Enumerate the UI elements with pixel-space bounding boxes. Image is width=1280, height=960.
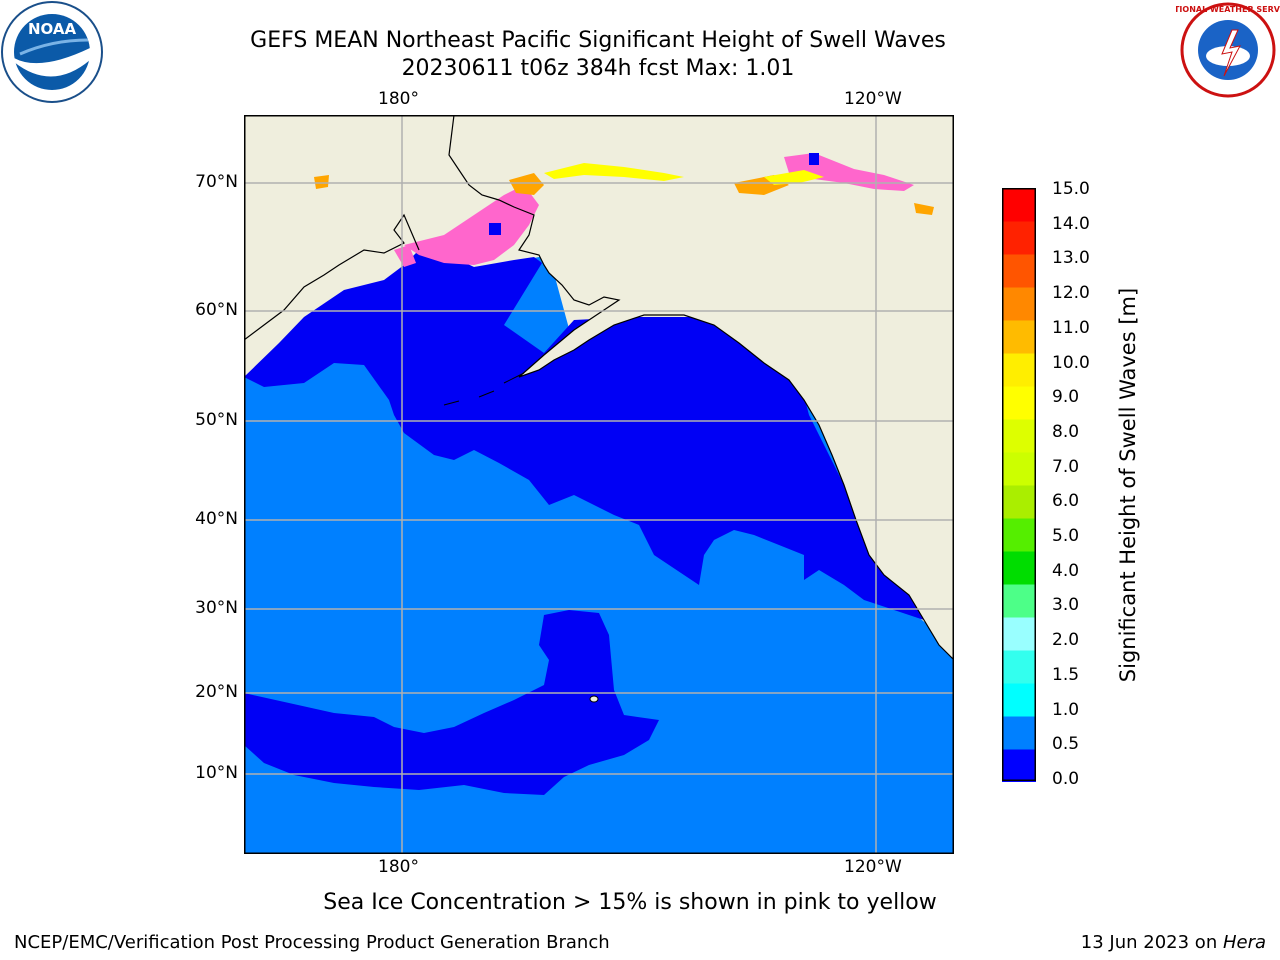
colorbar-segment	[1002, 452, 1036, 486]
lat-label-10n: 10°N	[195, 763, 238, 783]
colorbar-segment	[1002, 386, 1036, 420]
land-siberia	[244, 115, 404, 340]
lon-label-bottom-120w: 120°W	[844, 857, 902, 877]
coastline	[244, 115, 954, 661]
nws-logo-text: NATIONAL WEATHER SERVICE	[1176, 5, 1280, 14]
colorbar-segment	[1002, 485, 1036, 519]
colorbar-segment	[1002, 650, 1036, 684]
colorbar-tick-label: 6.0	[1052, 491, 1080, 512]
lat-label-40n: 40°N	[195, 509, 238, 529]
colorbar-segment	[1002, 419, 1036, 453]
colorbar-tick-label: 10.0	[1052, 352, 1090, 373]
land-north-america	[449, 115, 954, 660]
colorbar-segment	[1002, 617, 1036, 651]
footer-host: Hera	[1222, 932, 1266, 953]
lon-label-bottom-180: 180°	[378, 857, 419, 877]
colorbar-tick-label: 5.0	[1052, 526, 1080, 547]
lon-label-top-180: 180°	[378, 89, 419, 109]
footer-date: 13 Jun 2023 on Hera	[1081, 932, 1266, 953]
sea-ice-caption: Sea Ice Concentration > 15% is shown in …	[323, 890, 937, 915]
hawaii-island	[589, 695, 599, 703]
map-frame	[244, 115, 954, 854]
colorbar-segment	[1002, 353, 1036, 387]
lat-label-60n: 60°N	[195, 300, 238, 320]
colorbar-segment	[1002, 254, 1036, 288]
footer-credit: NCEP/EMC/Verification Post Processing Pr…	[14, 932, 610, 953]
colorbar-segment	[1002, 320, 1036, 354]
ocean-low-north	[244, 250, 924, 620]
colorbar-tick-label: 13.0	[1052, 248, 1090, 269]
chart-subtitle: 20230611 t06z 384h fcst Max: 1.01	[401, 56, 795, 81]
lat-label-20n: 20°N	[195, 682, 238, 702]
sea-ice	[314, 153, 934, 267]
lat-label-50n: 50°N	[195, 410, 238, 430]
map-panel	[244, 115, 954, 854]
noaa-logo-text: NOAA	[28, 20, 77, 38]
lat-label-30n: 30°N	[195, 598, 238, 618]
colorbar-tick-label: 8.0	[1052, 421, 1080, 442]
colorbar-tick-label: 0.5	[1052, 734, 1080, 755]
colorbar-segment	[1002, 287, 1036, 321]
lon-label-top-120w: 120°W	[844, 89, 902, 109]
colorbar-segment	[1002, 551, 1036, 585]
colorbar-segment	[1002, 188, 1036, 222]
lat-label-70n: 70°N	[195, 172, 238, 192]
colorbar-segment	[1002, 749, 1036, 782]
colorbar-segment	[1002, 716, 1036, 750]
graticule	[244, 115, 954, 854]
colorbar-label: Significant Height of Swell Waves [m]	[1116, 287, 1140, 683]
colorbar-tick-label: 14.0	[1052, 213, 1090, 234]
noaa-logo: NOAA	[1, 1, 103, 103]
colorbar-tick-label: 3.0	[1052, 595, 1080, 616]
colorbar-tick-label: 15.0	[1052, 179, 1090, 199]
colorbar-tick-label: 7.0	[1052, 456, 1080, 477]
colorbar-segment	[1002, 221, 1036, 255]
chart-title: GEFS MEAN Northeast Pacific Significant …	[250, 28, 946, 53]
colorbar-tick-label: 1.0	[1052, 699, 1080, 720]
colorbar-tick-label: 12.0	[1052, 283, 1090, 304]
colorbar-tick-label: 4.0	[1052, 560, 1080, 581]
ocean-low-tropical	[244, 610, 659, 795]
footer-date-text: 13 Jun 2023 on	[1080, 932, 1223, 953]
colorbar-tick-label: 11.0	[1052, 317, 1090, 338]
aleutian-islands	[443, 372, 525, 406]
colorbar	[1002, 188, 1036, 782]
colorbar-tick-label: 9.0	[1052, 387, 1080, 408]
nws-logo: NATIONAL WEATHER SERVICE	[1176, 2, 1280, 98]
colorbar-segment	[1002, 683, 1036, 717]
colorbar-tick-label: 1.5	[1052, 664, 1080, 685]
colorbar-tick-label: 2.0	[1052, 630, 1080, 651]
colorbar-segment	[1002, 584, 1036, 618]
colorbar-segment	[1002, 518, 1036, 552]
colorbar-tick-label: 0.0	[1052, 769, 1080, 789]
